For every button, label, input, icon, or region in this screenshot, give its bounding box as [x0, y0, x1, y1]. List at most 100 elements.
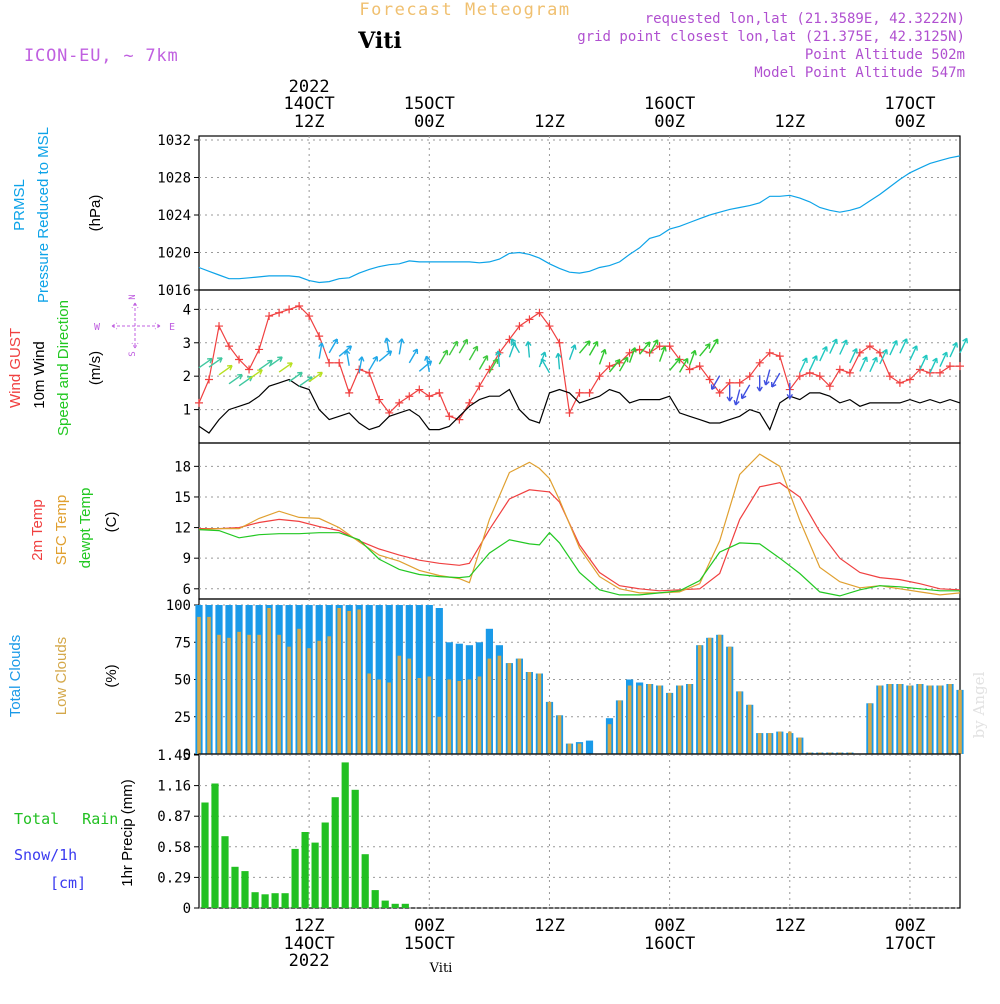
prmsl-line: [198, 155, 961, 284]
gust-marker: [575, 388, 584, 397]
low-clouds-bar: [487, 658, 492, 754]
precip-frame: [198, 753, 961, 909]
precip-ytick-label: 0.58: [157, 840, 191, 856]
pressure-ytick-label: 1016: [157, 283, 191, 299]
low-clouds-bar: [197, 616, 201, 754]
low-clouds-bar: [437, 716, 442, 755]
wind-direction-arrow: [678, 357, 689, 373]
precip-ytick-label: 0.29: [157, 870, 191, 886]
wind-direction-arrow: [578, 340, 591, 354]
wind-direction-arrow: [710, 375, 721, 391]
gust-marker: [655, 342, 664, 351]
gust-marker: [935, 368, 944, 377]
gust-marker: [695, 362, 704, 371]
gust-marker: [795, 372, 804, 381]
gust-marker: [705, 375, 714, 384]
compass-north: N: [128, 294, 138, 299]
clouds-ytick-label: 0: [183, 747, 191, 763]
low-clouds-bar: [607, 724, 612, 754]
rain-bar: [291, 848, 299, 908]
low-clouds-bar: [327, 636, 331, 754]
wind-direction-arrow: [899, 338, 908, 354]
low-clouds-bar: [788, 731, 792, 754]
low-clouds-bar: [537, 673, 542, 754]
wind-direction-arrow: [726, 385, 733, 402]
top-hour-label: 12Z: [294, 112, 325, 132]
gust-marker: [395, 398, 404, 407]
compass-south: S: [128, 351, 138, 356]
wind-direction-arrow: [809, 355, 818, 371]
wind-direction-arrow: [909, 345, 918, 361]
wind-direction-arrow: [658, 345, 667, 362]
gust-marker: [905, 375, 914, 384]
year-label-top: 2022: [289, 77, 330, 97]
gust-marker: [565, 408, 574, 417]
gust-marker: [635, 345, 644, 354]
low-clouds-bar: [928, 685, 932, 754]
bottom-hour-label: 12Z: [294, 916, 325, 936]
gust-marker: [375, 395, 384, 404]
wind-direction-arrow: [709, 338, 719, 354]
rain-bar: [221, 836, 229, 908]
low-clouds-bar: [407, 658, 412, 754]
gust-marker: [325, 358, 334, 367]
wind-direction-arrow: [939, 351, 948, 367]
wind-direction-arrow: [495, 350, 502, 367]
wind-panel: 1 2 3 4: [183, 289, 968, 444]
gust-marker: [315, 332, 324, 341]
bottom-hour-label: 00Z: [895, 916, 926, 936]
rain-bar: [211, 783, 219, 908]
gust-marker: [335, 358, 344, 367]
low-clouds-bar: [677, 685, 682, 754]
low-clouds-bar: [938, 685, 942, 754]
gust-marker: [475, 382, 484, 391]
wind-direction-arrow: [819, 346, 828, 362]
wind-direction-arrow: [408, 348, 419, 364]
top-hour-label: 00Z: [414, 112, 445, 132]
wind-direction-arrow: [218, 364, 233, 376]
precip-panel: 0 0.29 0.58 0.87 1.16 1.45: [157, 748, 961, 917]
low-clouds-bar: [778, 731, 782, 754]
temp-ytick-label: 12: [174, 521, 191, 537]
rain-bar: [271, 893, 279, 908]
wind-direction-arrow: [763, 369, 771, 386]
gust-marker: [425, 392, 434, 401]
wind-direction-arrow: [208, 357, 223, 368]
gust-marker: [945, 362, 954, 371]
wind-direction-arrow: [849, 348, 858, 364]
gust-marker: [865, 342, 874, 351]
wind-direction-arrow: [384, 337, 391, 354]
wind-direction-arrow: [889, 340, 898, 356]
low-clouds-bar: [517, 658, 522, 754]
low-clouds-bar: [567, 743, 572, 754]
wind-direction-arrow: [424, 355, 431, 373]
low-clouds-bar: [828, 752, 832, 754]
top-day-label: 17OCT: [884, 94, 935, 114]
wind-direction-arrow: [268, 356, 283, 367]
gust-marker: [275, 308, 284, 317]
wind-direction-arrow: [228, 373, 243, 385]
low-clouds-bar: [297, 628, 301, 754]
wind-direction-arrow: [786, 382, 793, 399]
compass-east: E: [169, 322, 175, 333]
low-clouds-bar: [267, 608, 271, 754]
pressure-label-prmsl: PRMSL: [11, 179, 28, 231]
low-clouds-bar: [387, 682, 391, 754]
low-clouds-bar: [557, 715, 562, 754]
temp-label-dewpt: dewpt Temp: [77, 488, 94, 569]
gust-marker: [925, 368, 934, 377]
wind-direction-arrow: [398, 338, 405, 355]
low-clouds-bar: [277, 634, 281, 754]
low-clouds-bar: [667, 692, 672, 754]
gust-marker: [845, 368, 854, 377]
pressure-label-msl: Pressure Reduced to MSL: [35, 127, 52, 303]
rain-bar: [241, 871, 249, 908]
low-clouds-bar: [237, 631, 241, 754]
low-clouds-bar: [798, 737, 802, 754]
gust-marker: [525, 315, 534, 324]
gust-marker: [585, 388, 594, 397]
low-clouds-bar: [347, 611, 351, 754]
pressure-panel: 1016 1020 1024 1028 1032: [157, 133, 961, 299]
gust-marker: [405, 392, 414, 401]
low-clouds-bar: [948, 684, 952, 754]
